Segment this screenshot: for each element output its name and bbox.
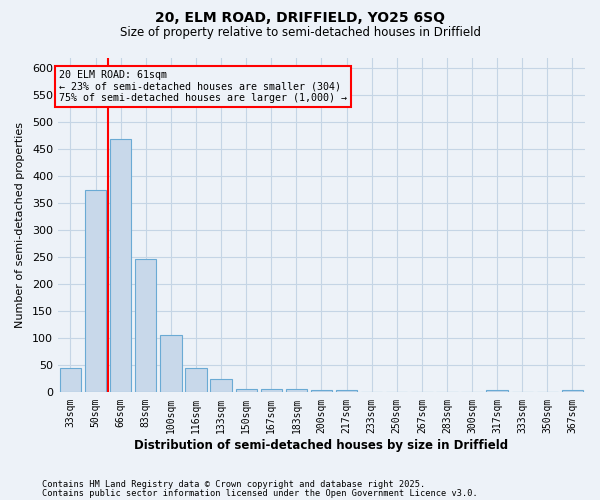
Bar [60, 368, 81, 392]
Bar [487, 390, 508, 392]
Bar [562, 390, 583, 392]
Bar [260, 388, 282, 392]
Bar [311, 390, 332, 392]
Text: Contains HM Land Registry data © Crown copyright and database right 2025.: Contains HM Land Registry data © Crown c… [42, 480, 425, 489]
Bar [85, 190, 106, 392]
Bar [211, 379, 232, 392]
Text: 20, ELM ROAD, DRIFFIELD, YO25 6SQ: 20, ELM ROAD, DRIFFIELD, YO25 6SQ [155, 12, 445, 26]
Y-axis label: Number of semi-detached properties: Number of semi-detached properties [15, 122, 25, 328]
Bar [110, 138, 131, 392]
Text: Size of property relative to semi-detached houses in Driffield: Size of property relative to semi-detach… [119, 26, 481, 39]
Bar [185, 368, 206, 392]
Text: 20 ELM ROAD: 61sqm
← 23% of semi-detached houses are smaller (304)
75% of semi-d: 20 ELM ROAD: 61sqm ← 23% of semi-detache… [59, 70, 347, 103]
Bar [160, 334, 182, 392]
Bar [336, 390, 357, 392]
Text: Contains public sector information licensed under the Open Government Licence v3: Contains public sector information licen… [42, 489, 478, 498]
Bar [286, 389, 307, 392]
Bar [236, 388, 257, 392]
X-axis label: Distribution of semi-detached houses by size in Driffield: Distribution of semi-detached houses by … [134, 440, 509, 452]
Bar [135, 259, 157, 392]
